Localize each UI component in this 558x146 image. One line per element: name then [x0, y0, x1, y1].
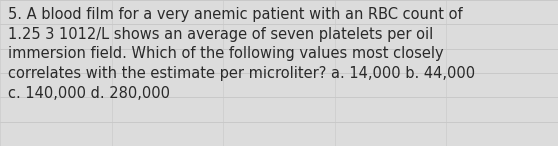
Text: 5. A blood film for a very anemic patient with an RBC count of
1.25 3 1012/L sho: 5. A blood film for a very anemic patien…	[8, 7, 475, 101]
